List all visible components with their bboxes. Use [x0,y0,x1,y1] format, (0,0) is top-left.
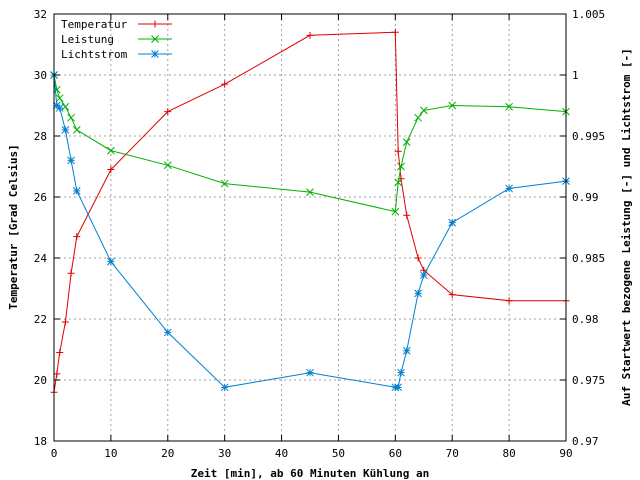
data-point [151,35,159,43]
y2-tick-label: 0.98 [572,313,599,326]
x-tick-label: 70 [446,447,459,460]
data-point [402,346,411,355]
data-point [67,156,75,165]
y-tick-label: 32 [34,8,47,21]
data-point [151,20,159,28]
data-point [221,80,229,88]
y2-tick-label: 1 [572,69,579,82]
data-point [107,257,115,266]
data-point [403,211,411,219]
series-temperatur [50,28,570,396]
data-point [448,101,457,110]
series-leistung [50,71,570,216]
y2-tick-label: 0.995 [572,130,605,143]
x-tick-label: 0 [51,447,58,460]
data-point [220,179,229,188]
data-point [73,233,81,241]
data-point [220,383,229,392]
data-point [61,126,70,134]
data-point [397,368,405,377]
data-point [72,126,81,134]
data-point [61,318,69,326]
y-tick-label: 24 [34,252,48,265]
data-point [414,289,422,298]
data-point [394,147,402,155]
y-tick-label: 30 [34,69,47,82]
data-point [391,28,399,36]
legend-label: Lichtstrom [61,48,128,61]
data-point [163,161,172,170]
data-point [448,218,457,227]
series-line [53,31,566,393]
data-point [505,102,513,111]
data-point [151,50,159,58]
series-layer [50,28,570,396]
data-point [505,184,513,193]
y-tick-label: 26 [34,191,47,204]
y2-axis-label: Auf Startwert bezogene Leistung [-] und … [620,48,633,406]
x-tick-label: 30 [218,447,231,460]
x-tick-label: 10 [104,447,117,460]
x-tick-label: 40 [275,447,288,460]
legend-entry: Leistung [61,33,172,46]
data-point [107,166,115,174]
data-point [67,269,75,277]
y-tick-label: 28 [34,130,47,143]
grid [54,14,566,441]
data-point [67,113,75,122]
data-point [505,297,513,305]
y-tick-label: 20 [34,374,47,387]
data-point [391,207,400,216]
data-point [397,162,405,171]
series-line [53,74,567,388]
y2-tick-label: 0.99 [572,191,599,204]
x-tick-label: 80 [502,447,515,460]
data-point [394,383,403,392]
data-point [414,113,422,122]
data-point [394,178,403,187]
legend-entry: Lichtstrom [61,48,172,61]
data-point [306,368,314,377]
data-point [56,349,64,357]
x-tick-label: 20 [161,447,174,460]
series-lichtstrom [50,71,570,392]
data-point [419,271,428,279]
data-point [414,254,422,262]
legend-entry: Temperatur [61,18,172,31]
x-axis-label: Zeit [min], ab 60 Minuten Kühlung an [191,467,429,480]
data-point [448,291,456,299]
data-point [164,108,172,116]
data-point [419,106,428,115]
x-tick-label: 60 [389,447,402,460]
data-point [107,146,115,155]
y-axis-label: Temperatur [Grad Celsius] [7,144,20,310]
legend-label: Leistung [61,33,114,46]
y2-tick-label: 0.985 [572,252,605,265]
data-point [52,85,61,94]
y2-tick-label: 1.005 [572,8,605,21]
series-line [53,74,567,213]
y-tick-label: 18 [34,435,47,448]
legend: Temperatur Leistung Lichtstrom [61,18,172,61]
legend-label: Temperatur [61,18,128,31]
axis-ticks: 0 10 20 30 40 50 60 70 80 90 18 20 22 24 26 28 30 32 0.97 0… [34,8,605,460]
data-point [55,104,64,112]
x-tick-label: 50 [332,447,345,460]
data-point [55,94,64,103]
data-point [53,370,61,378]
x-tick-label: 90 [559,447,572,460]
y2-tick-label: 0.97 [572,435,599,448]
data-point [72,187,81,195]
y2-tick-label: 0.975 [572,374,605,387]
y-tick-label: 22 [34,313,47,326]
data-point [306,31,314,39]
data-point [306,188,314,196]
data-point [402,138,411,146]
data-point [163,328,172,337]
plot-frame [53,13,567,442]
